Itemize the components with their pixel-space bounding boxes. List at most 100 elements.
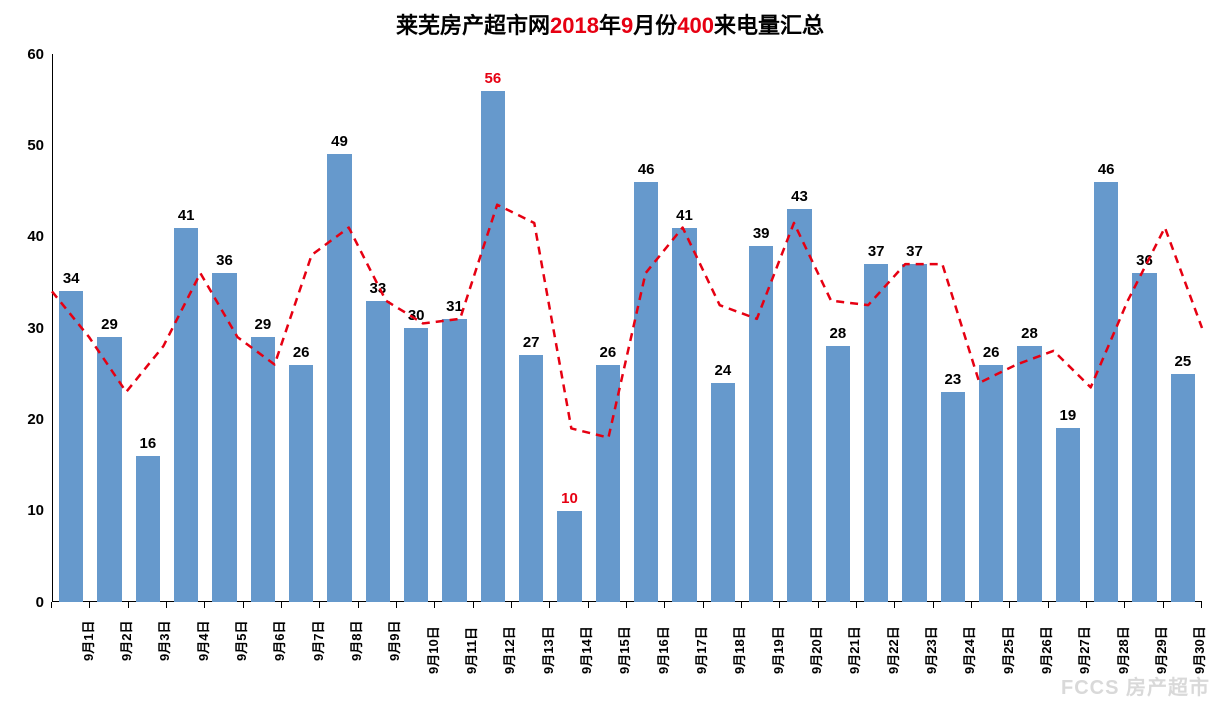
bar <box>902 264 926 602</box>
bar <box>481 91 505 602</box>
xtick-mark <box>1086 602 1087 608</box>
xtick-label: 9月20日 <box>806 626 825 674</box>
xtick-mark <box>741 602 742 608</box>
bar-value-label: 10 <box>550 490 590 507</box>
xtick-mark <box>933 602 934 608</box>
bar-value-label: 19 <box>1048 407 1088 424</box>
xtick-label: 9月7日 <box>308 621 327 661</box>
bar-value-label: 46 <box>1086 161 1126 178</box>
bar <box>1171 374 1195 602</box>
bar-value-label: 28 <box>818 325 858 342</box>
bar <box>749 246 773 602</box>
xtick-label: 9月5日 <box>231 621 250 661</box>
xtick-label: 9月21日 <box>844 626 863 674</box>
xtick-label: 9月9日 <box>384 621 403 661</box>
xtick-mark <box>856 602 857 608</box>
bar <box>1056 428 1080 602</box>
bar-value-label: 27 <box>511 334 551 351</box>
bar-value-label: 41 <box>665 207 705 224</box>
bar-value-label: 36 <box>205 252 245 269</box>
bar-value-label: 26 <box>281 344 321 361</box>
title-mid1: 年 <box>599 13 621 38</box>
xtick-label: 9月1日 <box>78 621 97 661</box>
xtick-mark <box>1201 602 1202 608</box>
bar <box>941 392 965 602</box>
xtick-label: 9月22日 <box>883 626 902 674</box>
xtick-label: 9月17日 <box>691 626 710 674</box>
xtick-mark <box>511 602 512 608</box>
xtick-mark <box>818 602 819 608</box>
xtick-mark <box>243 602 244 608</box>
xtick-label: 9月12日 <box>499 626 518 674</box>
chart-title: 莱芜房产超市网2018年9月份400来电量汇总 <box>0 8 1220 40</box>
bar <box>136 456 160 602</box>
xtick-label: 9月15日 <box>614 626 633 674</box>
xtick-label: 9月3日 <box>154 621 173 661</box>
xtick-label: 9月16日 <box>653 626 672 674</box>
xtick-label: 9月6日 <box>269 621 288 661</box>
bar-value-label: 41 <box>166 207 206 224</box>
xtick-label: 9月28日 <box>1113 626 1132 674</box>
title-year: 2018 <box>550 13 599 38</box>
title-mid2: 月份 <box>633 13 677 38</box>
xtick-label: 9月25日 <box>998 626 1017 674</box>
ytick-label: 30 <box>4 320 44 337</box>
bar-value-label: 37 <box>856 243 896 260</box>
bar <box>174 228 198 602</box>
y-axis <box>52 54 53 602</box>
xtick-mark <box>281 602 282 608</box>
bar <box>634 182 658 602</box>
xtick-mark <box>319 602 320 608</box>
ytick-label: 50 <box>4 137 44 154</box>
ytick-label: 0 <box>4 594 44 611</box>
bar-value-label: 46 <box>626 161 666 178</box>
xtick-mark <box>396 602 397 608</box>
title-num: 400 <box>677 13 714 38</box>
xtick-label: 9月18日 <box>729 626 748 674</box>
xtick-label: 9月13日 <box>538 626 557 674</box>
xtick-mark <box>971 602 972 608</box>
xtick-mark <box>166 602 167 608</box>
bar <box>596 365 620 602</box>
bar-value-label: 26 <box>588 344 628 361</box>
bar-value-label: 36 <box>1125 252 1165 269</box>
xtick-mark <box>703 602 704 608</box>
bar-value-label: 31 <box>435 298 475 315</box>
xtick-mark <box>204 602 205 608</box>
bar-value-label: 24 <box>703 362 743 379</box>
bar <box>557 511 581 602</box>
xtick-mark <box>473 602 474 608</box>
bar-value-label: 33 <box>358 280 398 297</box>
xtick-mark <box>434 602 435 608</box>
xtick-label: 9月24日 <box>959 626 978 674</box>
bar <box>327 154 351 602</box>
bar <box>251 337 275 602</box>
bar <box>711 383 735 602</box>
bar <box>787 209 811 602</box>
xtick-mark <box>1124 602 1125 608</box>
bar <box>864 264 888 602</box>
bar <box>979 365 1003 602</box>
bar-value-label: 49 <box>320 133 360 150</box>
xtick-label: 9月23日 <box>921 626 940 674</box>
bar-value-label: 56 <box>473 70 513 87</box>
chart-container: 莱芜房产超市网2018年9月份400来电量汇总 3429164136292649… <box>0 0 1220 706</box>
xtick-label: 9月14日 <box>576 626 595 674</box>
title-month: 9 <box>621 13 633 38</box>
bar-value-label: 39 <box>741 225 781 242</box>
xtick-mark <box>626 602 627 608</box>
bar <box>826 346 850 602</box>
ytick-label: 60 <box>4 46 44 63</box>
xtick-label: 9月4日 <box>193 621 212 661</box>
xtick-label: 9月30日 <box>1189 626 1208 674</box>
plot-area: 3429164136292649333031562710264641243943… <box>52 54 1202 602</box>
xtick-mark <box>89 602 90 608</box>
ytick-label: 10 <box>4 502 44 519</box>
bar <box>1132 273 1156 602</box>
xtick-mark <box>1009 602 1010 608</box>
bar <box>442 319 466 602</box>
title-suffix: 来电量汇总 <box>714 13 824 38</box>
bar <box>1017 346 1041 602</box>
xtick-mark <box>1163 602 1164 608</box>
bar-value-label: 29 <box>90 316 130 333</box>
